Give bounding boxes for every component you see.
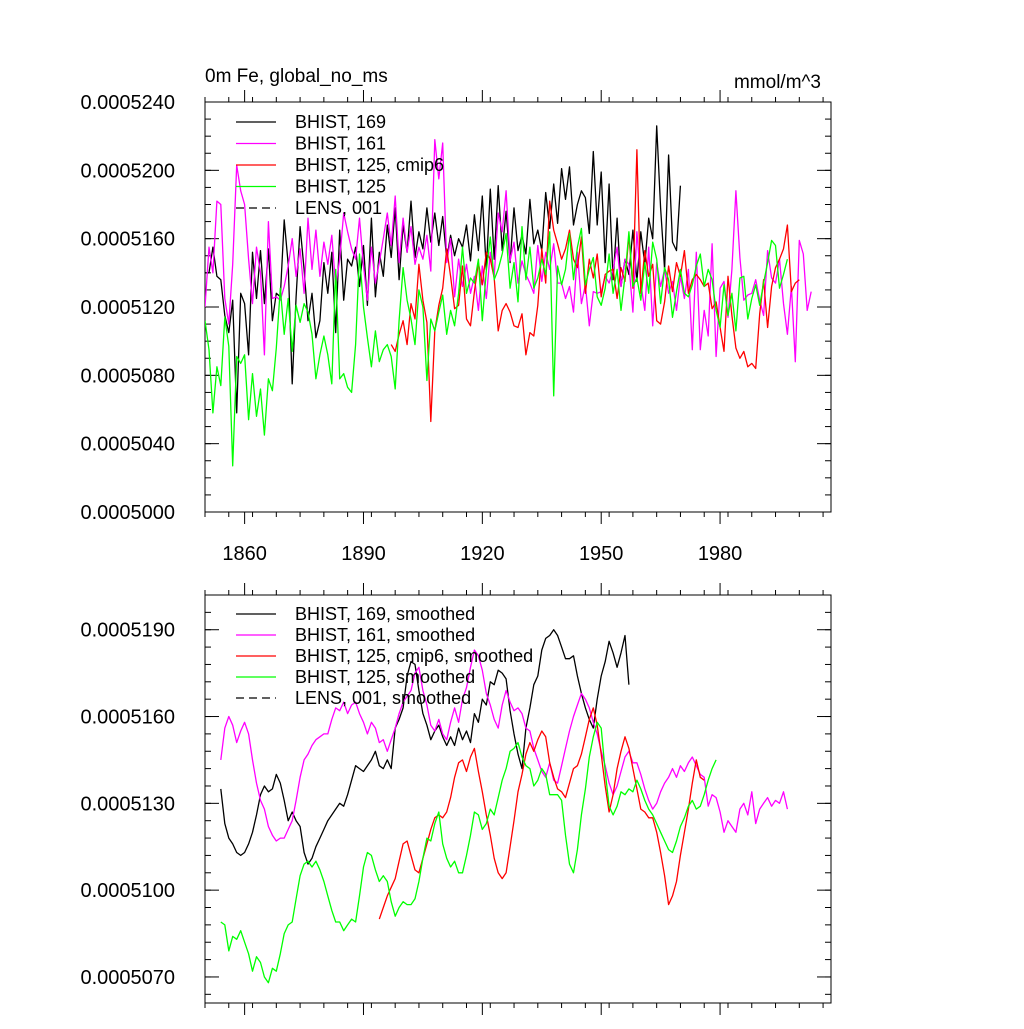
top-y-tick-label: 0.0005040 [80, 434, 175, 456]
bottom-y-tick-label: 0.0005190 [80, 620, 175, 642]
top-legend-label-2: BHIST, 125, cmip6 [295, 155, 444, 175]
bottom-series-line-0 [220, 629, 630, 865]
bottom-y-tick-label: 0.0005130 [80, 793, 175, 815]
top-legend-label-3: BHIST, 125 [295, 177, 386, 197]
bottom-y-tick-label: 0.0005100 [80, 880, 175, 902]
top-x-tick-label: 1890 [341, 543, 386, 565]
top-panel: 1860 1890 1920 1950 1980 0.0005000 0.0005040 0.… [80, 66, 832, 565]
bottom-plot-frame [204, 594, 832, 1004]
top-y-tick-label: 0.0005240 [80, 92, 175, 114]
bottom-y-tick-label: 0.0005070 [80, 967, 175, 989]
top-y-tick-label: 0.0005120 [80, 297, 175, 319]
bottom-legend-label-3: BHIST, 125, smoothed [295, 667, 475, 687]
top-series-line-2 [390, 149, 800, 423]
top-series-line-0 [205, 125, 682, 414]
bottom-panel: 0.0005070 0.0005100 0.0005130 0.0005160 0.00… [80, 583, 832, 1015]
top-legend-label-0: BHIST, 169 [295, 112, 386, 132]
top-y-tick-label: 0.0005160 [80, 229, 175, 251]
bottom-y-tick-label: 0.0005160 [80, 707, 175, 729]
bottom-series-line-1 [220, 649, 789, 842]
top-y-tick-label: 0.0005080 [80, 365, 175, 387]
top-series-line-3 [205, 226, 789, 467]
top-y-tick-label: 0.0005000 [80, 502, 175, 524]
top-y-tick-label: 0.0005200 [80, 160, 175, 182]
bottom-series-line-3 [220, 721, 717, 984]
bottom-series-line-2 [378, 707, 705, 920]
bottom-legend-label-2: BHIST, 125, cmip6, smoothed [295, 646, 533, 666]
top-x-tick-label: 1860 [222, 543, 267, 565]
bottom-legend-label-0: BHIST, 169, smoothed [295, 604, 475, 624]
bottom-legend-label-1: BHIST, 161, smoothed [295, 625, 475, 645]
top-legend-label-4: LENS, 001 [295, 198, 382, 218]
top-units-label: mmol/m^3 [734, 72, 821, 93]
top-x-tick-label: 1950 [579, 543, 624, 565]
bottom-legend-label-4: LENS, 001, smoothed [295, 688, 471, 708]
top-x-tick-label: 1920 [460, 543, 505, 565]
top-legend-label-1: BHIST, 161 [295, 134, 386, 154]
top-series-line-1 [205, 138, 812, 363]
top-x-tick-label: 1980 [698, 543, 743, 565]
top-chart-title: 0m Fe, global_no_ms [205, 66, 388, 87]
